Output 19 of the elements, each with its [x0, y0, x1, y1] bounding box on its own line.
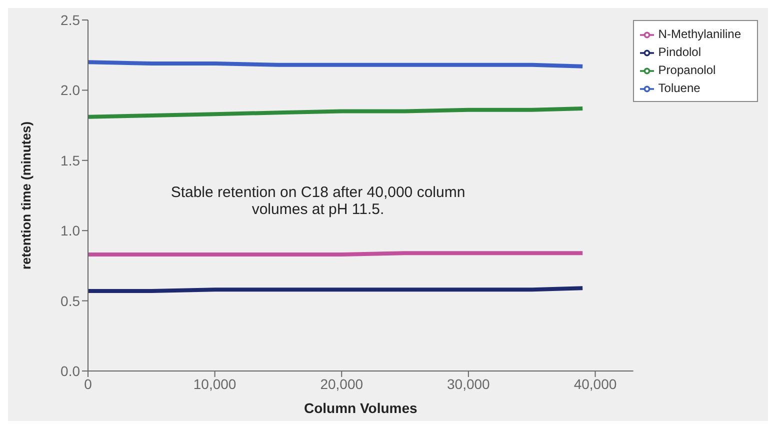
x-tick-label: 30,000 [447, 376, 490, 392]
x-axis-title: Column Volumes [304, 400, 418, 416]
y-tick-label: 0.5 [60, 292, 80, 309]
x-tick-label: 20,000 [320, 376, 364, 392]
legend-label: Propanolol [658, 63, 716, 77]
y-tick-label: 1.0 [60, 222, 80, 239]
y-tick-label: 2.0 [60, 82, 80, 98]
y-tick-label: 1.5 [60, 152, 80, 168]
legend-label: Pindolol [658, 45, 701, 59]
y-axis-title: retention time (minutes) [18, 121, 34, 270]
x-tick-label: 0 [84, 376, 92, 392]
annotation: Stable retention on C18 after 40,000 column volumes at pH 11.5. [170, 184, 466, 218]
x-tick-label: 40,000 [574, 376, 617, 392]
line-series [88, 106, 585, 119]
legend-label: N-Methylaniline [658, 27, 741, 41]
legend-label: Toluene [658, 81, 700, 95]
x-tick-label: 10,000 [193, 376, 236, 392]
y-tick-label: 0.0 [60, 362, 80, 379]
y-tick-label: 2.5 [60, 12, 80, 28]
